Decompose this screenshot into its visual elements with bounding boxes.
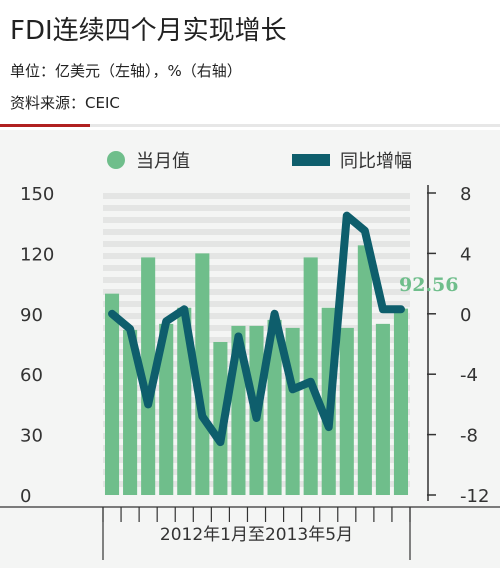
- gridline: [103, 265, 410, 271]
- right-tick-label: 8: [460, 184, 471, 205]
- gridline: [103, 277, 410, 283]
- gridline: [103, 229, 410, 235]
- bar: [339, 327, 354, 495]
- bar: [357, 245, 372, 495]
- left-tick-label: 60: [20, 365, 43, 386]
- legend: 当月值 同比增幅: [107, 151, 412, 172]
- bar: [104, 293, 120, 495]
- gridline: [103, 193, 410, 199]
- legend-line-label: 同比增幅: [340, 151, 412, 172]
- legend-bar-swatch: [107, 151, 125, 169]
- units-note: 单位：亿美元（左轴），%（右轴）: [10, 62, 242, 80]
- bar: [393, 308, 409, 495]
- gridline: [103, 253, 410, 259]
- left-tick-label: 30: [20, 426, 43, 447]
- gridline: [103, 205, 410, 211]
- left-tick-label: 120: [20, 244, 54, 265]
- left-tick-label: 90: [20, 305, 43, 326]
- legend-line-swatch: [292, 154, 330, 166]
- x-axis: [0, 506, 500, 560]
- header-divider: [0, 124, 500, 127]
- right-tick-label: -4: [460, 365, 478, 386]
- right-axis: 8 4 0 -4 -8 -12: [427, 184, 489, 507]
- bar: [267, 319, 282, 495]
- chart-panel: 0 30 60 90 120 150 8 4 0 -4 -8 -12 当月值 同比增幅 92.56 …: [0, 130, 500, 568]
- bar: [375, 323, 390, 495]
- chart-title: FDI连续四个月实现增长: [10, 16, 287, 46]
- gridline: [103, 241, 410, 247]
- bar: [195, 253, 210, 495]
- bar: [141, 257, 156, 495]
- right-tick-label: -12: [460, 486, 489, 507]
- left-tick-label: 150: [20, 184, 54, 205]
- gridline: [103, 289, 410, 295]
- bar: [303, 257, 318, 495]
- bars-series: [104, 245, 409, 495]
- legend-bar-label: 当月值: [136, 151, 190, 172]
- left-axis: 0 30 60 90 120 150: [20, 184, 54, 507]
- bar: [177, 307, 192, 495]
- x-axis-label: 2012年1月至2013年5月: [160, 525, 353, 545]
- right-tick-label: 4: [460, 244, 471, 265]
- left-tick-label: 0: [20, 486, 31, 507]
- last-value-callout: 92.56: [399, 274, 459, 296]
- bar: [123, 329, 138, 495]
- gridline: [103, 301, 410, 307]
- right-tick-label: 0: [460, 305, 471, 326]
- right-tick-label: -8: [460, 426, 478, 447]
- source-note: 资料来源：CEIC: [10, 94, 120, 112]
- gridline: [103, 217, 410, 223]
- bar: [159, 323, 174, 495]
- line-series: [108, 211, 405, 447]
- gridline: [103, 313, 410, 319]
